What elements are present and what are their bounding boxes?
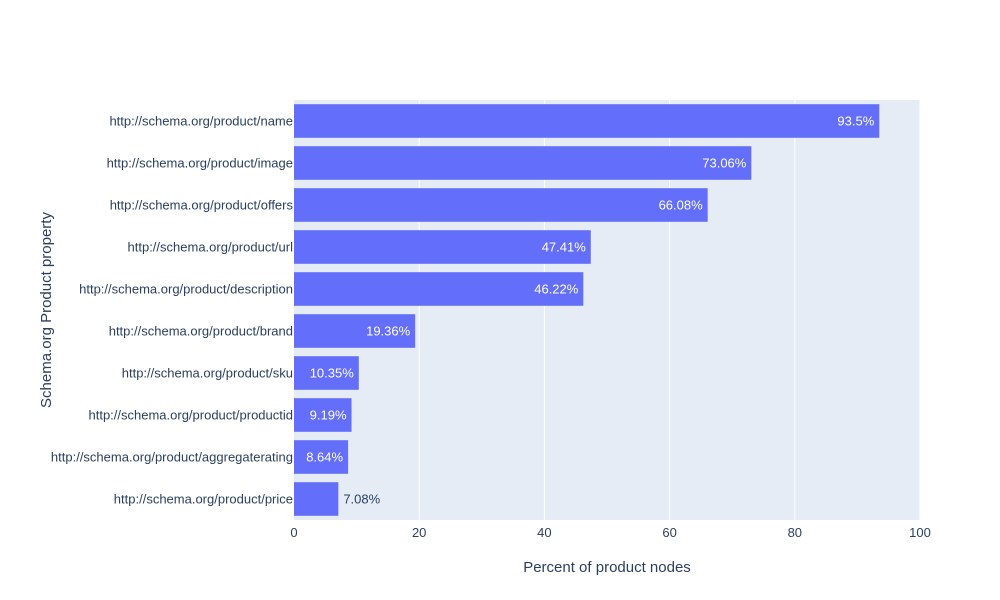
y-tick-label: http://schema.org/product/name [109,114,293,129]
x-tick-label: 60 [662,525,676,540]
bar-value-label: 9.19% [310,408,347,423]
bar [294,272,584,306]
y-tick-label: http://schema.org/product/offers [110,198,294,213]
bar-value-label: 10.35% [310,366,355,381]
bar [294,188,708,222]
bar [294,146,752,180]
x-tick-label: 0 [290,525,297,540]
x-tick-label: 20 [412,525,426,540]
bar-value-label: 7.08% [343,492,380,507]
y-tick-label: http://schema.org/product/productid [88,408,293,423]
bar-value-label: 66.08% [659,198,704,213]
x-tick-label: 80 [788,525,802,540]
bar [294,440,349,474]
x-tick-label: 100 [909,525,931,540]
bar [294,356,359,390]
bar [294,104,880,138]
bar [294,230,591,264]
y-axis-title: Schema.org Product property [38,212,55,408]
bar [294,482,339,516]
y-tick-label: http://schema.org/product/aggregateratin… [51,450,293,465]
bar-value-label: 19.36% [366,324,411,339]
y-tick-label: http://schema.org/product/brand [109,324,293,339]
x-axis-title: Percent of product nodes [523,559,691,576]
y-tick-label: http://schema.org/product/url [128,240,294,255]
y-tick-label: http://schema.org/product/sku [122,366,293,381]
bar-value-label: 93.5% [837,114,874,129]
x-tick-label: 40 [537,525,551,540]
y-tick-label: http://schema.org/product/image [107,156,293,171]
y-tick-label: http://schema.org/product/price [114,492,293,507]
bar [294,398,352,432]
bar-value-label: 73.06% [702,156,747,171]
x-tick-labels: 0 20 40 60 80 100 [290,525,930,540]
bars [294,104,880,516]
bar-value-labels: 93.5% 73.06% 66.08% 47.41% 46.22% 19.36% 10.35… [306,114,875,507]
bar [294,314,416,348]
bar-value-label: 8.64% [306,450,343,465]
y-tick-label: http://schema.org/product/description [79,282,293,297]
y-tick-labels: http://schema.org/product/name http://sch… [51,114,294,507]
bar-value-label: 46.22% [534,282,579,297]
bar-value-label: 47.41% [542,240,587,255]
